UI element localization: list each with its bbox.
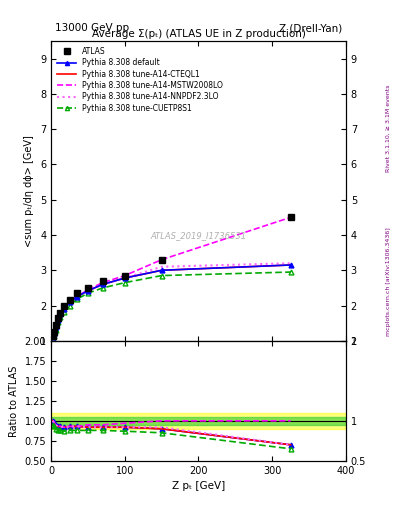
Text: Z (Drell-Yan): Z (Drell-Yan) (279, 23, 342, 33)
X-axis label: Z pₜ [GeV]: Z pₜ [GeV] (172, 481, 225, 491)
Bar (51, 413, 346, 429)
Legend: ATLAS, Pythia 8.308 default, Pythia 8.308 tune-A14-CTEQL1, Pythia 8.308 tune-A14: ATLAS, Pythia 8.308 default, Pythia 8.30… (55, 45, 226, 115)
Title: Average Σ(pₜ) (ATLAS UE in Z production): Average Σ(pₜ) (ATLAS UE in Z production) (92, 29, 305, 39)
Text: mcplots.cern.ch [arXiv:1306.3436]: mcplots.cern.ch [arXiv:1306.3436] (386, 227, 391, 336)
Text: 13000 GeV pp: 13000 GeV pp (55, 23, 129, 33)
Y-axis label: <sum pₜ/dη dϕ> [GeV]: <sum pₜ/dη dϕ> [GeV] (24, 135, 35, 247)
Y-axis label: Ratio to ATLAS: Ratio to ATLAS (9, 365, 19, 437)
Text: ATLAS_2019_I1736531: ATLAS_2019_I1736531 (151, 231, 246, 241)
Text: Rivet 3.1.10, ≥ 3.1M events: Rivet 3.1.10, ≥ 3.1M events (386, 84, 391, 172)
Bar (51, 417, 346, 425)
